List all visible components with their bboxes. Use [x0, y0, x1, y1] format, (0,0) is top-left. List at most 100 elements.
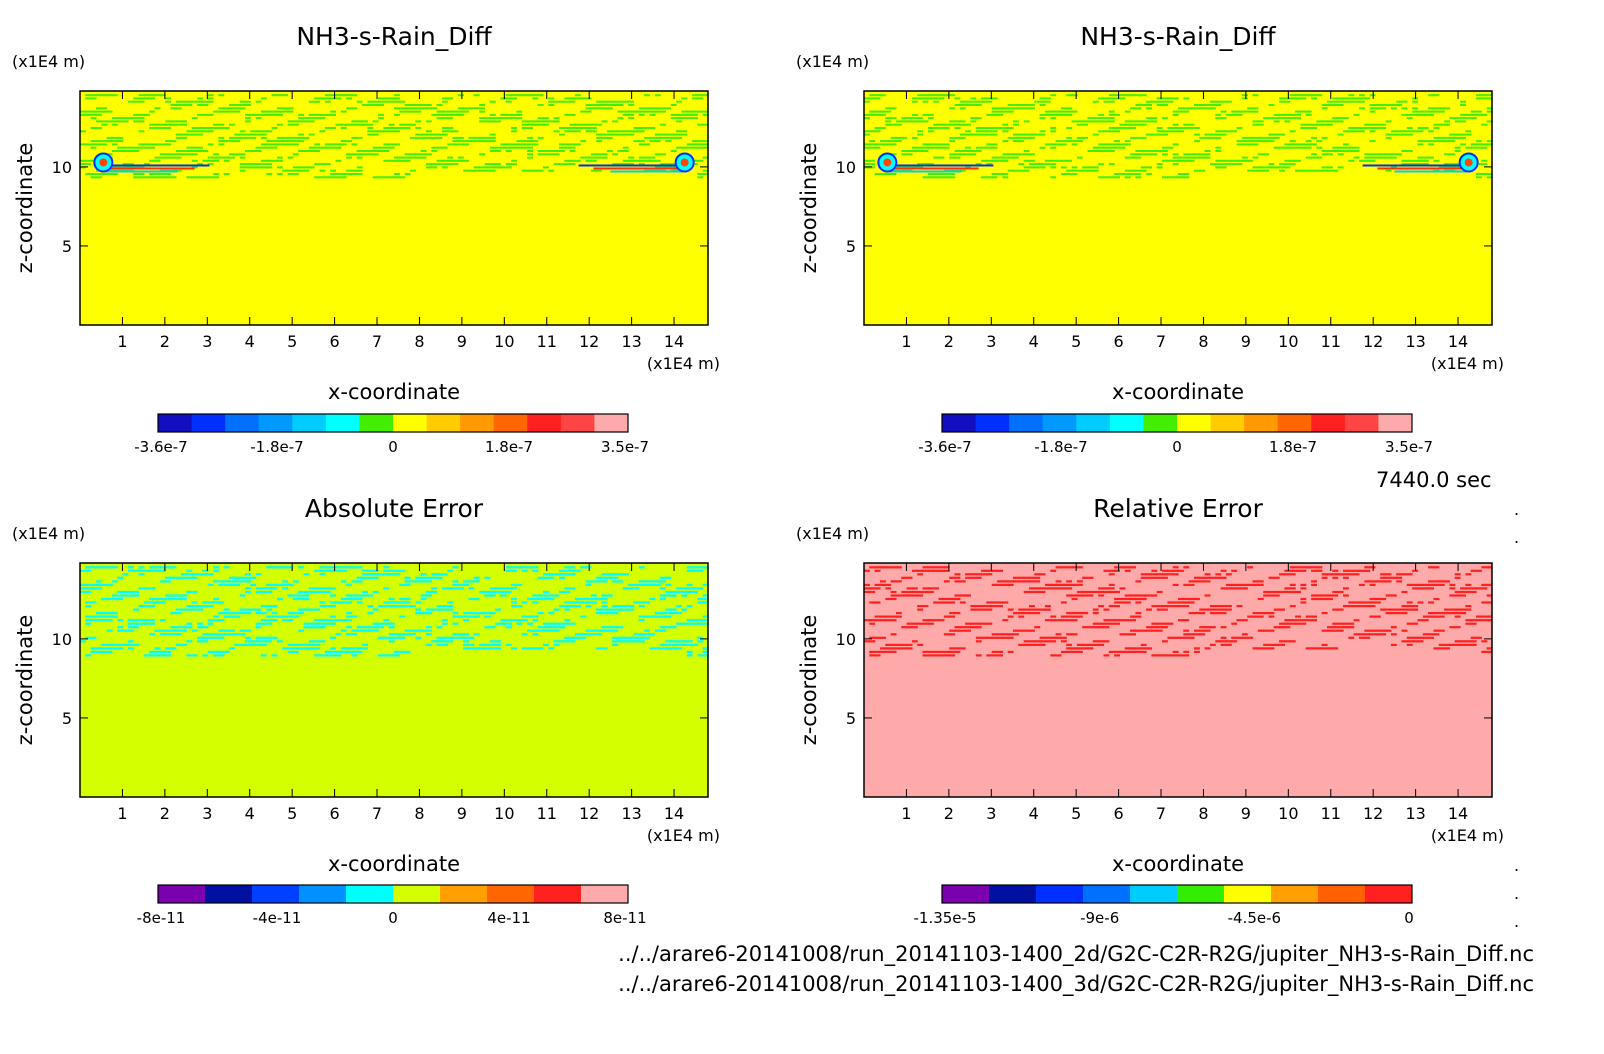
pattern-cell: [143, 601, 150, 604]
pattern-cell: [1289, 583, 1296, 586]
pattern-cell: [1247, 159, 1254, 162]
pattern-cell: [1215, 163, 1222, 166]
pattern-cell: [1300, 123, 1307, 126]
pattern-cell: [1002, 156, 1009, 159]
pattern-cell: [1055, 110, 1062, 113]
pattern-cell: [1460, 117, 1466, 120]
pattern-cell: [649, 113, 656, 116]
pattern-cell: [665, 608, 672, 611]
pattern-cell: [165, 127, 172, 129]
pattern-cell: [441, 110, 448, 113]
pattern-cell: [1252, 94, 1259, 97]
pattern-cell: [441, 117, 448, 120]
pattern-cell: [1247, 169, 1254, 172]
pattern-cell: [388, 143, 395, 146]
pattern-cell: [170, 566, 177, 569]
pattern-cell: [85, 636, 92, 639]
pattern-cell: [175, 153, 182, 156]
pattern-cell: [266, 110, 273, 113]
pattern-cell: [975, 654, 982, 657]
pattern-cell: [1321, 629, 1328, 632]
pattern-cell: [420, 612, 427, 615]
pattern-cell: [218, 654, 225, 657]
pattern-cell: [622, 130, 629, 133]
pattern-cell: [1289, 605, 1296, 608]
pattern-cell: [670, 640, 677, 643]
pattern-cell: [106, 643, 113, 646]
pattern-cell: [394, 650, 400, 653]
pattern-cell: [186, 153, 193, 156]
chart-title: Relative Error: [1093, 494, 1263, 523]
pattern-cell: [1194, 156, 1200, 159]
pattern-cell: [207, 622, 214, 625]
pattern-cell: [681, 117, 688, 120]
pattern-cell: [692, 587, 698, 590]
pattern-cell: [1289, 587, 1296, 590]
pattern-cell: [943, 143, 950, 146]
pattern-cell: [372, 130, 379, 133]
pattern-cell: [917, 605, 924, 608]
pattern-cell: [665, 107, 672, 110]
pattern-cell: [943, 650, 950, 653]
pattern-cell: [452, 612, 459, 615]
pattern-layer: [864, 566, 1493, 657]
pattern-cell: [1044, 583, 1051, 586]
pattern-cell: [330, 587, 336, 590]
pattern-cell: [404, 153, 411, 156]
pattern-cell: [1087, 150, 1094, 152]
pattern-cell: [511, 143, 517, 146]
pattern-cell: [1108, 94, 1115, 97]
pattern-cell: [1284, 163, 1291, 166]
pattern-cell: [276, 107, 283, 110]
pattern-cell: [96, 94, 102, 97]
pattern-cell: [441, 640, 448, 643]
pattern-cell: [1066, 643, 1073, 646]
pattern-cell: [1092, 640, 1099, 643]
pattern-cell: [165, 597, 172, 601]
pattern-cell: [943, 176, 950, 179]
pattern-cell: [292, 647, 299, 650]
pattern-cell: [617, 163, 624, 166]
x-tick-label: 8: [414, 804, 424, 823]
pattern-cell: [1316, 123, 1323, 126]
pattern-cell: [880, 140, 886, 143]
pattern-cell: [1156, 97, 1163, 100]
pattern-cell: [255, 573, 262, 576]
pattern-cell: [1460, 133, 1466, 136]
pattern-cell: [1130, 629, 1136, 632]
pattern-cell: [1295, 159, 1301, 162]
x-tick-label: 9: [457, 804, 467, 823]
pattern-cell: [1044, 619, 1051, 622]
pattern-cell: [670, 104, 677, 106]
pattern-cell: [1417, 130, 1424, 133]
pattern-cell: [1103, 146, 1110, 149]
pattern-cell: [1029, 153, 1035, 156]
pattern-cell: [1486, 173, 1493, 175]
pattern-cell: [282, 110, 289, 113]
pattern-cell: [1348, 573, 1355, 576]
pattern-cell: [697, 622, 704, 625]
pattern-cell: [287, 650, 294, 653]
pattern-cell: [484, 136, 491, 139]
pattern-cell: [697, 110, 704, 113]
pattern-cell: [660, 629, 666, 632]
pattern-cell: [80, 143, 86, 146]
pattern-cell: [213, 173, 219, 175]
pattern-cell: [1470, 146, 1477, 149]
pattern-cell: [965, 123, 971, 126]
pattern-cell: [954, 104, 961, 106]
pattern-cell: [1486, 650, 1493, 653]
pattern-cell: [1060, 583, 1067, 586]
pattern-cell: [1332, 626, 1339, 629]
pattern-cell: [415, 612, 422, 615]
pattern-cell: [590, 580, 597, 583]
pattern-cell: [425, 576, 432, 579]
pattern-cell: [463, 580, 470, 583]
pattern-cell: [1380, 580, 1387, 583]
pattern-cell: [1114, 622, 1120, 625]
pattern-cell: [1305, 127, 1312, 129]
x-tick-label: 4: [1029, 804, 1039, 823]
pattern-cell: [122, 120, 129, 123]
pattern-cell: [686, 587, 693, 590]
pattern-cell: [170, 647, 177, 650]
